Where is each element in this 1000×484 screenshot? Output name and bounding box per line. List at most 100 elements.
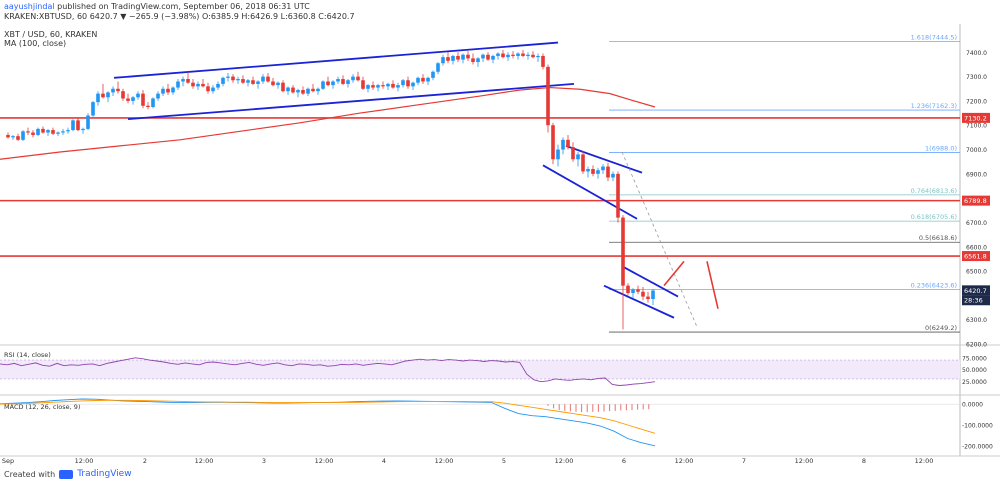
channel-trendline: [127, 83, 575, 121]
candle-body: [646, 296, 650, 300]
candle-body: [156, 93, 160, 99]
footer: Created with TradingView: [4, 469, 132, 479]
candle-body: [141, 93, 145, 106]
candle-body: [506, 54, 510, 58]
candle-body: [581, 154, 585, 172]
rsi-tick-label: 25.0000: [962, 379, 987, 386]
y-tick-label: 7000.0: [966, 147, 987, 154]
candle-body: [211, 87, 215, 92]
candle-body: [346, 80, 350, 84]
y-tick-label: 7400.0: [966, 50, 987, 57]
y-tick-label: 7100.0: [966, 123, 987, 130]
fib-level-label: 0(6249.2): [925, 324, 957, 332]
candle-body: [636, 289, 640, 292]
channel-trendline: [542, 164, 638, 220]
candle-body: [341, 79, 345, 84]
fib-level-label: 0.5(6618.6): [919, 234, 957, 242]
author-name[interactable]: aayushjindal: [4, 2, 55, 11]
candle-body: [566, 139, 570, 148]
candle-body: [111, 88, 115, 93]
fib-level-label: 0.618(6705.6): [911, 213, 957, 221]
price-tag-label: 6561.8: [964, 253, 987, 261]
candle-body: [206, 86, 210, 92]
annotation-stroke: [663, 260, 685, 287]
x-tick-label: 12:00: [555, 457, 574, 465]
x-tick-label: 12:00: [915, 457, 934, 465]
macd-signal-line: [0, 399, 656, 434]
created-with-label: Created with: [4, 469, 56, 479]
candle-body: [611, 173, 615, 178]
rsi-tick-label: 50.0000: [962, 367, 987, 374]
candle-body: [561, 139, 565, 150]
y-tick-label: 7200.0: [966, 98, 987, 105]
candle-body: [221, 77, 225, 84]
candle-body: [331, 81, 335, 86]
macd-tick-label: -100.0000: [962, 423, 993, 430]
price-tag: [962, 251, 990, 262]
channel-trendline: [603, 284, 675, 319]
candle-body: [441, 57, 445, 64]
candle-body: [371, 85, 375, 88]
candle-body: [536, 55, 540, 58]
y-tick-label: 6600.0: [966, 244, 987, 251]
tradingview-logo-icon: [59, 469, 74, 479]
candle-body: [591, 168, 595, 174]
tradingview-brand[interactable]: TradingView: [77, 469, 132, 479]
rsi-tick-label: 75.0000: [962, 355, 987, 362]
rsi-line: [0, 357, 656, 386]
candle-body: [161, 88, 165, 94]
candle-body: [96, 93, 100, 103]
price-tag-label: 28:36: [964, 297, 983, 305]
candle-body: [436, 63, 440, 72]
candle-body: [116, 88, 120, 92]
macd-title: MACD (12, 26, close, 9): [4, 403, 80, 411]
x-tick-label: 4: [382, 457, 386, 465]
candle-body: [171, 87, 175, 93]
macd-tick-label: 0.0000: [962, 402, 983, 409]
x-tick-label: 12:00: [435, 457, 454, 465]
candle-body: [71, 120, 75, 131]
candle-body: [496, 53, 500, 56]
candle-body: [41, 128, 45, 133]
candle-body: [26, 131, 30, 133]
ma-100-line: [0, 86, 656, 160]
price-tag: [962, 295, 990, 306]
channel-trendline: [565, 145, 643, 174]
candle-body: [406, 80, 410, 87]
candle-body: [361, 80, 365, 89]
x-tick-label: 12:00: [195, 457, 214, 465]
candle-body: [286, 87, 290, 92]
fib-level-label: 0.764(6813.6): [911, 187, 957, 195]
price-tag-label: 6789.8: [964, 197, 987, 205]
candle-body: [6, 134, 10, 138]
candle-body: [546, 66, 550, 126]
price-tag: [962, 285, 990, 296]
candle-body: [226, 76, 230, 78]
candle-body: [106, 92, 110, 98]
symbol-ohlc-line: KRAKEN:XBTUSD, 60 6420.7 ▼ −265.9 (−3.98…: [4, 12, 355, 21]
rsi-title: RSI (14, close): [4, 351, 51, 359]
candle-body: [121, 91, 125, 99]
rsi-band: [0, 360, 960, 379]
candle-body: [461, 54, 465, 60]
candle-body: [351, 76, 355, 81]
candle-body: [201, 83, 205, 87]
candle-body: [501, 53, 505, 58]
fib-level-label: 1.236(7162.3): [911, 102, 957, 110]
candle-body: [556, 149, 560, 160]
y-tick-label: 6900.0: [966, 171, 987, 178]
candle-body: [571, 147, 575, 160]
candle-body: [471, 58, 475, 63]
x-tick-label: 12:00: [75, 457, 94, 465]
candle-body: [176, 81, 180, 88]
candle-body: [276, 82, 280, 86]
candle-body: [56, 132, 60, 134]
candle-body: [411, 82, 415, 87]
candle-body: [31, 132, 35, 135]
candle-body: [191, 82, 195, 87]
candle-body: [66, 130, 70, 132]
candle-body: [46, 130, 50, 133]
candle-body: [336, 79, 340, 82]
macd-line: [0, 398, 656, 447]
